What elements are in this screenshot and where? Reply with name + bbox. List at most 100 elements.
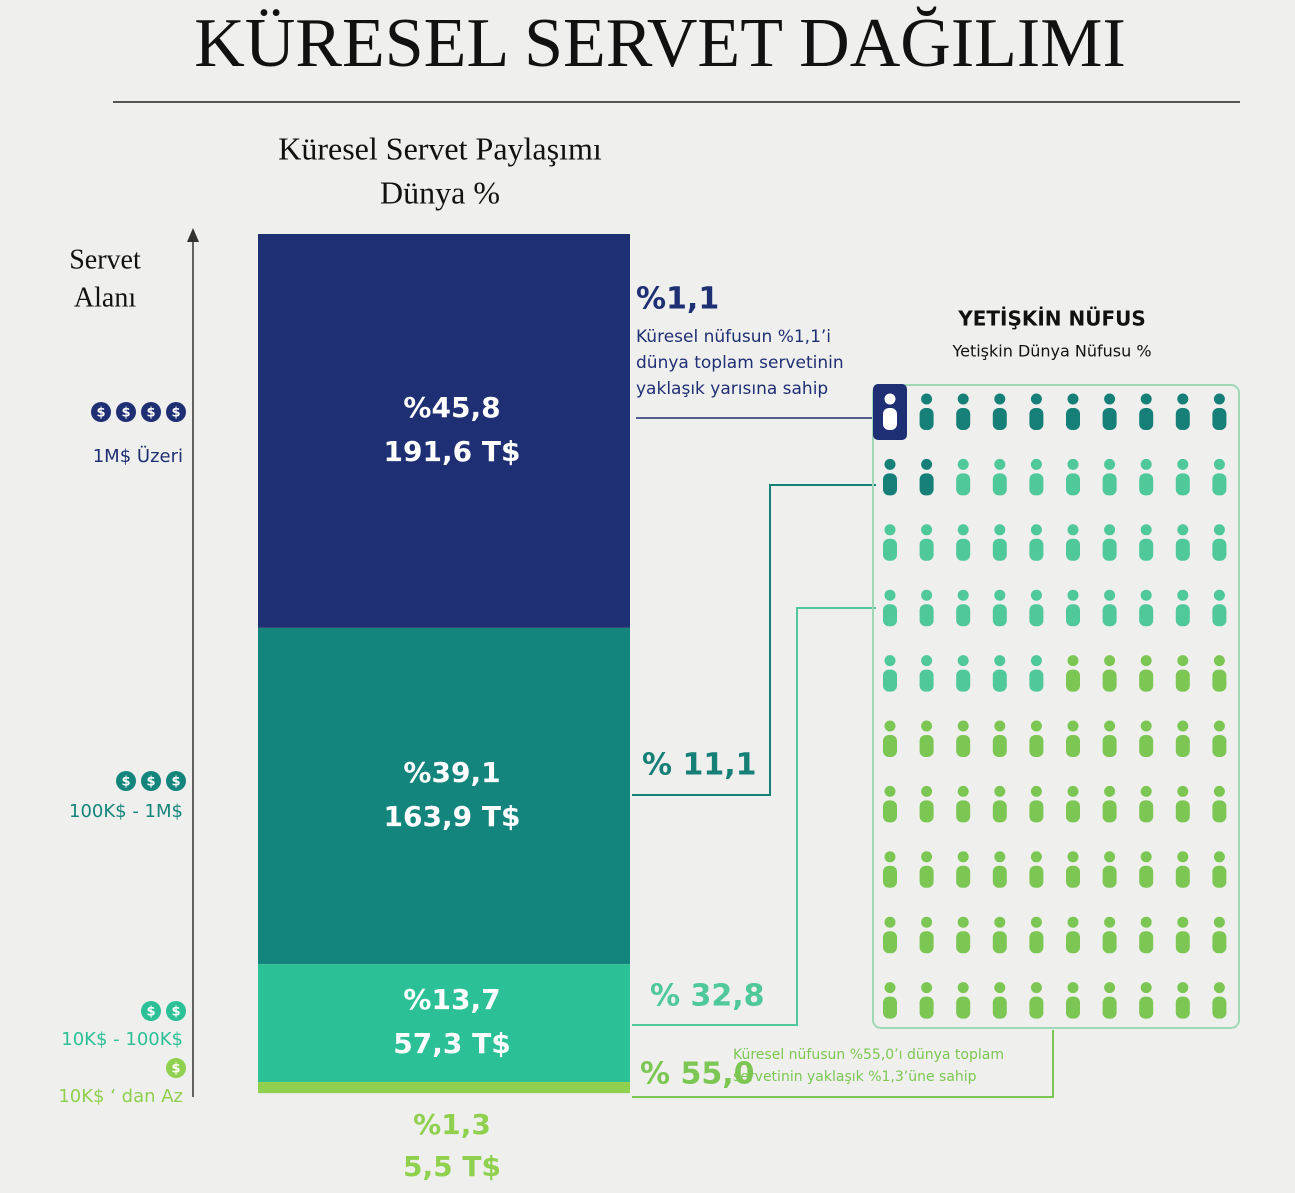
- person-icon: [1212, 916, 1227, 954]
- bar-segment: [258, 234, 630, 628]
- person-head: [921, 393, 933, 405]
- person-head: [1140, 720, 1152, 732]
- person-body: [1029, 408, 1044, 430]
- person-body: [883, 800, 897, 823]
- person-head: [957, 458, 969, 470]
- person-body: [919, 996, 934, 1019]
- dollar-icon: [166, 1001, 186, 1021]
- person-body: [1139, 604, 1154, 627]
- person-body: [1139, 473, 1154, 496]
- person-head: [1104, 589, 1116, 601]
- person-head: [1213, 916, 1225, 928]
- person-body: [919, 538, 934, 561]
- person-head: [957, 524, 969, 536]
- person-icon: [1102, 589, 1117, 627]
- person-body: [956, 538, 971, 561]
- person-icon: [1175, 851, 1190, 888]
- person-icon: [992, 393, 1007, 430]
- person-head: [1177, 393, 1189, 405]
- person-body: [1139, 735, 1154, 757]
- dollar-icon: [116, 771, 136, 791]
- person-icon: [919, 785, 934, 823]
- segment-amount: 191,6 T$: [384, 435, 521, 468]
- person-icon: [1212, 785, 1227, 823]
- person-icon: [919, 982, 934, 1019]
- person-icon: [1139, 851, 1154, 888]
- person-head: [994, 393, 1006, 405]
- dollar-icon: [141, 771, 161, 791]
- person-head: [994, 916, 1006, 928]
- person-head: [1067, 785, 1079, 797]
- person-body: [956, 669, 971, 692]
- segment-percent: %39,1: [403, 756, 500, 789]
- person-body: [883, 865, 897, 888]
- dollar-icon-sign: $: [146, 1005, 155, 1020]
- person-head: [921, 785, 933, 797]
- person-body: [1102, 669, 1117, 692]
- person-icon: [1139, 393, 1154, 430]
- person-head: [1104, 458, 1116, 470]
- population-percent: % 55,0: [640, 1057, 755, 1092]
- person-head: [1140, 458, 1152, 470]
- person-body: [1139, 996, 1154, 1019]
- person-icon: [1139, 785, 1154, 823]
- person-icon: [883, 720, 897, 757]
- person-icon: [1102, 720, 1117, 757]
- person-icon: [1212, 655, 1227, 692]
- person-icon: [883, 524, 897, 561]
- person-icon: [1102, 393, 1117, 430]
- person-body: [1139, 931, 1154, 954]
- person-icon: [1212, 393, 1227, 430]
- dollar-icon: [141, 1001, 161, 1021]
- person-icon: [1029, 785, 1044, 823]
- person-head: [884, 458, 896, 470]
- person-body: [1139, 800, 1154, 823]
- person-icon: [956, 393, 971, 430]
- dollar-icon-sign: $: [171, 1005, 180, 1020]
- person-icon: [919, 589, 934, 627]
- person-head: [1213, 655, 1225, 667]
- waffle-title: YETİŞKİN NÜFUS: [957, 307, 1146, 331]
- person-body: [1175, 604, 1190, 627]
- person-head: [921, 851, 933, 863]
- segment-percent: %13,7: [403, 983, 500, 1016]
- person-head: [957, 393, 969, 405]
- person-icon: [956, 851, 971, 888]
- person-body: [1029, 996, 1044, 1019]
- dollar-icon-sign: $: [121, 406, 130, 421]
- person-icon: [1175, 720, 1190, 757]
- person-head: [1030, 916, 1042, 928]
- person-body: [992, 735, 1007, 757]
- person-icon: [1139, 655, 1154, 692]
- band-label: 10K$ ‘ dan Az: [58, 1086, 183, 1107]
- person-body: [1212, 800, 1227, 823]
- person-icon: [1102, 524, 1117, 561]
- person-icon: [1029, 982, 1044, 1019]
- axis-label: Alanı: [74, 282, 136, 313]
- person-icon: [992, 916, 1007, 954]
- person-body: [1066, 996, 1080, 1019]
- person-head: [1177, 982, 1189, 994]
- person-head: [994, 785, 1006, 797]
- person-body: [1066, 538, 1080, 561]
- person-head: [1104, 982, 1116, 994]
- person-body: [1102, 865, 1117, 888]
- person-icon: [992, 655, 1007, 692]
- waffle-frame: [872, 384, 1240, 1029]
- axis-arrow-head: [187, 228, 199, 242]
- person-head: [957, 785, 969, 797]
- person-body: [883, 408, 897, 430]
- connector: [632, 484, 876, 796]
- person-head: [1030, 393, 1042, 405]
- person-icon: [919, 916, 934, 954]
- person-body: [1212, 473, 1227, 496]
- person-body: [956, 408, 971, 430]
- person-icon: [1066, 655, 1080, 692]
- person-body: [919, 604, 934, 627]
- person-body: [1212, 735, 1227, 757]
- person-head: [1067, 720, 1079, 732]
- dollar-icon-sign: $: [121, 775, 130, 790]
- person-body: [1066, 931, 1080, 954]
- person-body: [992, 538, 1007, 561]
